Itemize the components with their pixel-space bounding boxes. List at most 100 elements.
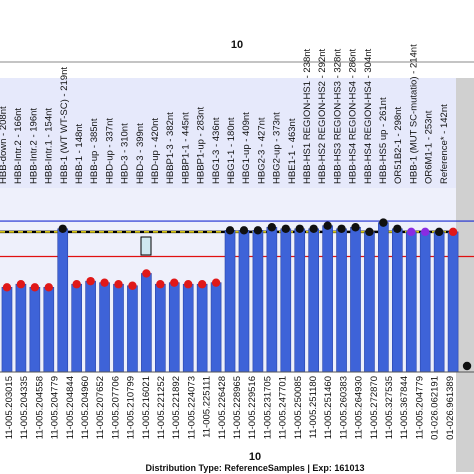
data-point bbox=[323, 221, 332, 230]
probe-label: OR6M1-1 - 253nt bbox=[424, 110, 435, 184]
sample-label: 11-005.204335 bbox=[19, 376, 30, 439]
data-point bbox=[211, 278, 221, 287]
sample-label: 11-005.204960 bbox=[80, 376, 91, 439]
sample-label: 11-005.247701 bbox=[278, 376, 289, 439]
data-point bbox=[44, 283, 53, 292]
probe-label: HBBP1-1 - 445nt bbox=[180, 112, 191, 184]
data-point bbox=[295, 224, 304, 233]
bar bbox=[433, 231, 445, 373]
sample-label: 11-005.231705 bbox=[262, 376, 273, 439]
sample-label: 11-005.221252 bbox=[156, 376, 167, 439]
data-point bbox=[142, 269, 151, 278]
footer-text: Distribution Type: ReferenceSamples | Ex… bbox=[146, 463, 365, 473]
probe-header-band bbox=[0, 78, 474, 188]
data-point bbox=[365, 227, 374, 237]
data-point bbox=[281, 224, 290, 233]
x-axis-title: 10 bbox=[249, 451, 261, 463]
sample-label: 11-005.204779 bbox=[414, 376, 425, 439]
bar bbox=[43, 286, 55, 373]
bar bbox=[155, 283, 166, 373]
data-point bbox=[16, 280, 26, 289]
bar bbox=[294, 228, 306, 373]
bar bbox=[71, 283, 82, 373]
probe-label: HBD-3 - 399nt bbox=[135, 123, 146, 184]
data-point bbox=[421, 227, 430, 237]
sample-label: 11-005.210799 bbox=[126, 376, 137, 439]
data-point bbox=[267, 223, 277, 232]
bar bbox=[85, 280, 96, 373]
sample-label: 11-005.226428 bbox=[217, 376, 228, 439]
probe-label: HBB-HS2 REGION-HS2 - 292nt bbox=[317, 48, 328, 184]
probe-label: HBD-3 - 310nt bbox=[120, 123, 131, 184]
probe-label: HBB-Intr.2 - 166nt bbox=[13, 108, 24, 184]
probe-label: HBB-HS3 REGION-HS3 - 328nt bbox=[332, 48, 343, 184]
bar bbox=[210, 282, 222, 373]
bar bbox=[336, 228, 347, 373]
data-point bbox=[197, 280, 207, 289]
sample-label: 11-005.229516 bbox=[247, 376, 258, 439]
probe-label: HBB-HS4 REGION-HS4 - 304nt bbox=[363, 48, 374, 184]
probe-label: HBG1-1 - 180nt bbox=[226, 117, 237, 184]
plot-background bbox=[0, 188, 474, 372]
chart-title: 10 bbox=[231, 39, 243, 51]
data-point bbox=[337, 224, 346, 233]
data-point bbox=[448, 227, 458, 237]
sample-label: 11-005.264930 bbox=[354, 376, 365, 439]
probe-label: HBG1-3 - 436nt bbox=[211, 117, 222, 184]
probe-label: Reference* - 142nt bbox=[439, 104, 450, 184]
probe-label: HBB-1 (WT WT-SC) - 219nt bbox=[59, 67, 70, 184]
sample-label: 11-005.203015 bbox=[4, 376, 15, 439]
bar bbox=[29, 286, 41, 373]
probe-label: HBB-HS4 REGION-HS4 - 286nt bbox=[348, 48, 359, 184]
bar bbox=[141, 273, 152, 373]
bar bbox=[57, 228, 69, 373]
bar bbox=[113, 283, 124, 373]
probe-label: HBB-1 - 148nt bbox=[74, 123, 85, 184]
bar bbox=[168, 282, 180, 373]
probe-label: HBD-up - 337nt bbox=[104, 118, 115, 184]
bar bbox=[127, 285, 138, 373]
mean-marker-box bbox=[140, 236, 152, 256]
bar bbox=[1, 286, 13, 373]
sample-label: 11-005.224073 bbox=[186, 376, 197, 439]
data-point bbox=[156, 280, 165, 289]
sample-label: 11-005.225111 bbox=[202, 376, 213, 438]
data-point bbox=[462, 361, 472, 371]
sample-label: 11-005.204844 bbox=[65, 376, 76, 439]
bar bbox=[350, 226, 361, 373]
data-point bbox=[100, 278, 109, 287]
data-point bbox=[184, 280, 193, 289]
reference-column bbox=[456, 78, 474, 472]
bar bbox=[308, 228, 319, 373]
data-point bbox=[114, 280, 123, 289]
data-point bbox=[351, 223, 360, 232]
sample-label: 11-005.204779 bbox=[50, 376, 61, 439]
sample-label: 11-005.327535 bbox=[384, 376, 395, 439]
bar bbox=[378, 222, 389, 373]
data-point bbox=[407, 227, 416, 237]
probe-label: HBD-up - 420nt bbox=[150, 118, 161, 184]
sample-label: 01-026.062191 bbox=[430, 376, 441, 440]
probe-label: HBB-up - 385nt bbox=[89, 118, 100, 184]
data-point bbox=[309, 224, 318, 233]
bar bbox=[364, 231, 375, 373]
sample-label: 11-005.251460 bbox=[323, 376, 334, 439]
probe-label: HBBP1-3 - 382nt bbox=[165, 112, 176, 184]
sample-label: 11-005.207652 bbox=[95, 376, 106, 439]
bar bbox=[224, 230, 236, 373]
bar bbox=[266, 226, 278, 373]
sample-label: 11-005.228965 bbox=[232, 376, 243, 439]
data-point bbox=[379, 218, 388, 227]
sample-label: 11-005.221892 bbox=[171, 376, 182, 439]
data-point bbox=[128, 281, 137, 290]
bar bbox=[15, 283, 27, 373]
bar bbox=[322, 225, 333, 373]
bar bbox=[252, 230, 264, 373]
data-point bbox=[170, 278, 179, 287]
data-point bbox=[72, 280, 81, 289]
data-point bbox=[30, 283, 40, 292]
probe-label: HBB-Intr.2 - 196nt bbox=[28, 108, 39, 184]
sample-label: 11-005.250085 bbox=[293, 376, 304, 439]
